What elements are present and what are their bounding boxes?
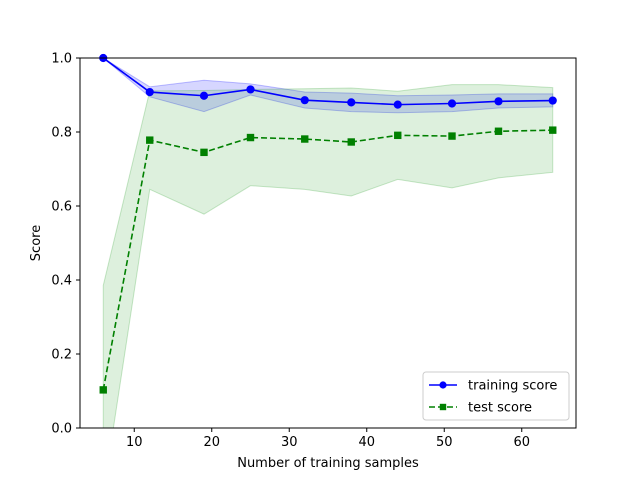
series-markers [99,53,557,394]
legend-marker-0 [439,381,447,389]
data-point-marker [347,138,355,146]
data-point-marker [549,126,557,134]
legend-marker-1 [439,403,447,411]
x-tick-label: 60 [513,435,530,450]
data-point-marker [448,132,456,140]
x-tick-label: 50 [436,435,453,450]
y-tick-label: 0.8 [51,126,72,141]
data-point-marker [199,91,209,100]
data-point-marker [99,386,107,394]
confidence-band-1 [102,84,554,428]
data-point-marker [447,99,457,108]
x-tick-label: 10 [126,435,143,450]
x-tick-label: 20 [203,435,220,450]
data-point-marker [548,96,557,105]
y-axis-ticks: 0.0 0.2 0.4 0.6 0.8 1.0 [51,52,80,437]
data-point-marker [145,87,154,97]
x-axis-ticks: 10 20 30 40 50 60 [126,428,530,450]
series-line-1 [102,129,553,391]
x-tick-label: 40 [358,435,375,450]
data-point-marker [246,85,255,94]
x-tick-label: 30 [281,435,298,450]
legend-box [422,371,570,421]
data-point-marker [494,97,503,106]
series-line-0 [102,58,553,106]
series-lines [102,58,553,391]
data-point-marker [301,135,309,143]
y-tick-label: 1.0 [51,52,72,67]
y-tick-label: 0.0 [51,422,72,437]
legend-label-0: training score [468,379,557,394]
data-point-marker [347,98,356,107]
data-point-marker [494,127,503,135]
data-point-marker [394,131,402,140]
y-tick-label: 0.4 [51,274,72,289]
y-axis-label: Score [29,225,44,261]
plot-frame [79,57,577,429]
y-tick-label: 0.2 [51,348,72,363]
data-point-marker [146,136,154,144]
data-point-marker [200,148,208,157]
x-axis-label: Number of training samples [237,456,419,471]
legend-label-1: test score [468,401,532,416]
data-point-marker [246,133,255,142]
y-tick-label: 0.6 [51,200,72,215]
data-point-marker [300,96,309,105]
data-point-marker [393,100,402,109]
legend: training score test score [422,371,570,421]
